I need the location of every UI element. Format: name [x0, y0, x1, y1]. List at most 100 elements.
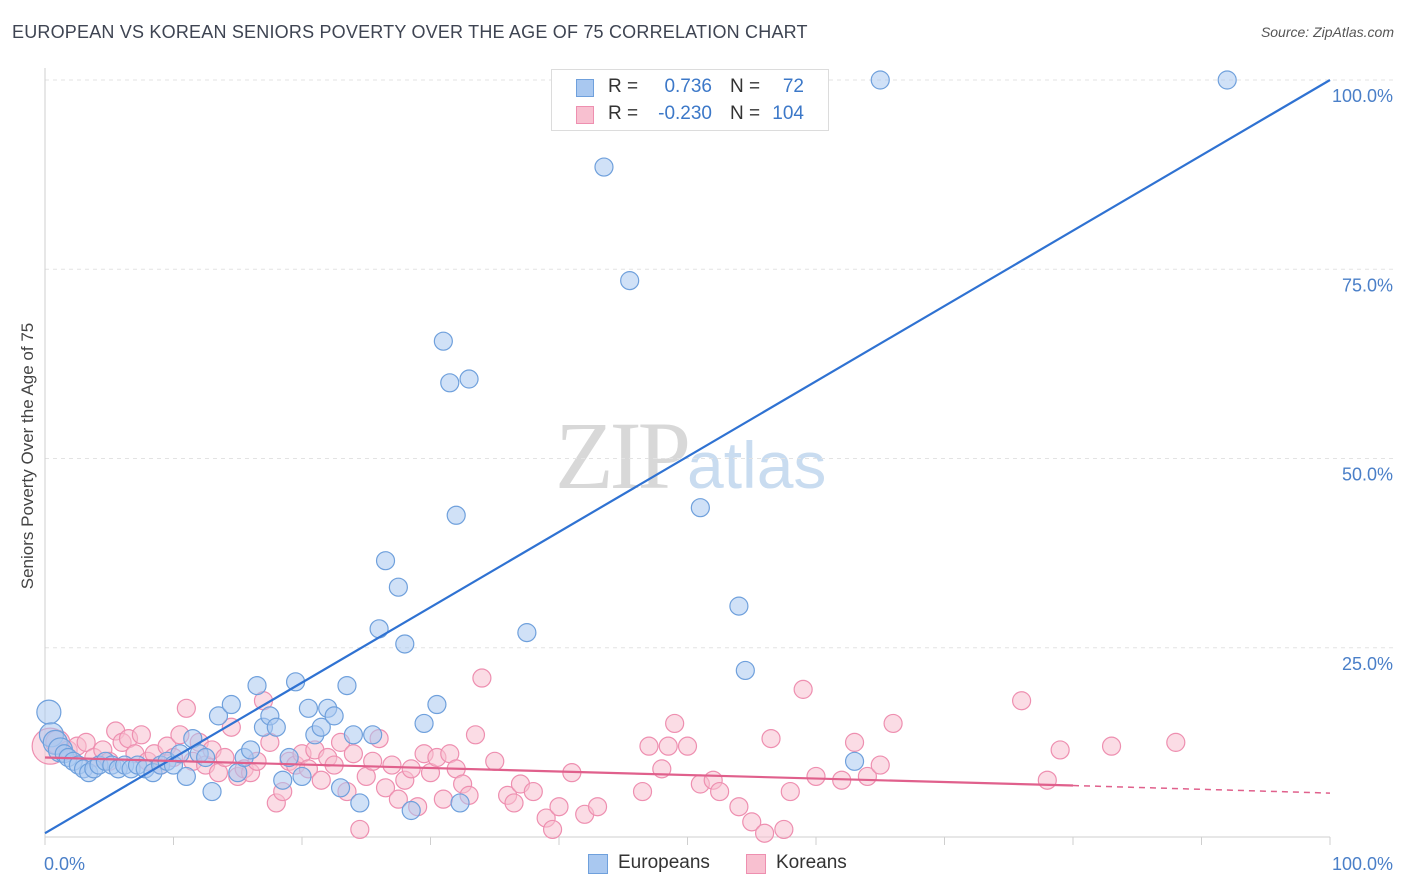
legend-r-value-europeans: 0.736: [664, 76, 712, 97]
korean-point: [542, 819, 563, 840]
korean-point: [382, 755, 402, 775]
korean-point: [870, 755, 890, 775]
korean-point: [1037, 770, 1057, 790]
legend-row-koreans: R = -0.230 N = 104: [552, 101, 828, 128]
korean-point: [465, 725, 486, 745]
korean-point: [710, 781, 730, 802]
european-point: [450, 793, 470, 813]
legend-n-value-koreans: 104: [772, 103, 804, 124]
korean-point: [76, 732, 96, 752]
y-tick-label: 25.0%: [1342, 654, 1393, 674]
korean-point: [780, 781, 800, 802]
european-point: [273, 770, 293, 790]
european-point: [735, 660, 755, 681]
correlation-legend: R = 0.736 N = 72 R = -0.230 N = 104: [551, 69, 829, 131]
european-point: [176, 766, 196, 787]
european-point: [343, 725, 363, 745]
legend-row-europeans: R = 0.736 N = 72: [552, 74, 828, 101]
european-point: [427, 694, 447, 715]
korean-point: [632, 781, 653, 802]
european-point: [844, 751, 865, 771]
y-tick-label: 75.0%: [1342, 275, 1393, 295]
legend-n-value-europeans: 72: [782, 76, 804, 97]
european-point: [401, 800, 421, 821]
european-point: [241, 740, 261, 760]
european-point: [414, 713, 434, 734]
korean-point: [343, 744, 363, 764]
european-point: [446, 505, 466, 525]
european-point: [330, 778, 351, 798]
korean-point: [176, 698, 196, 718]
korean-point: [1166, 732, 1186, 752]
european-point: [1217, 70, 1237, 90]
european-point: [594, 157, 614, 177]
european-point: [517, 623, 537, 643]
european-point: [440, 373, 460, 393]
korean-point: [401, 759, 421, 779]
european-point: [196, 747, 216, 768]
korean-point: [388, 789, 408, 809]
watermark-zip: ZIP: [555, 402, 691, 509]
legend-n-label: N =: [730, 76, 761, 97]
korean-point: [485, 751, 505, 771]
tick-labels: 25.0% 50.0% 75.0% 100.0% 0.0% 100.0%: [44, 86, 1393, 874]
european-point: [369, 619, 389, 639]
korean-point: [504, 793, 524, 813]
european-point: [729, 596, 749, 616]
european-point: [202, 781, 222, 802]
korean-point: [729, 797, 749, 817]
korean-point: [1011, 691, 1032, 711]
european-point: [620, 271, 640, 291]
koreans-trend-extension: [1072, 784, 1331, 794]
korean-point: [311, 770, 331, 790]
x-tick-label: 100.0%: [1332, 854, 1393, 874]
european-point: [208, 706, 229, 726]
european-point: [375, 551, 396, 571]
european-points: [36, 70, 1237, 821]
european-point: [337, 675, 357, 696]
korean-point: [761, 728, 781, 749]
series-legend: Europeans Koreans: [0, 852, 1406, 878]
y-tick-label: 50.0%: [1342, 465, 1393, 485]
korean-point: [844, 732, 865, 752]
trend-lines: [44, 79, 1331, 835]
legend-r-value-koreans: -0.230: [658, 103, 712, 124]
legend-label-koreans: Koreans: [776, 852, 847, 873]
legend-swatch-koreans: [746, 854, 766, 874]
korean-point: [350, 819, 370, 840]
european-point: [221, 694, 241, 715]
korean-point: [221, 717, 241, 737]
korean-point: [472, 668, 492, 688]
korean-point: [883, 713, 903, 734]
european-point: [870, 70, 890, 90]
european-point: [363, 725, 383, 745]
legend-n-label: N =: [730, 103, 761, 124]
korean-point: [433, 789, 453, 809]
korean-point: [742, 812, 762, 832]
korean-point: [639, 736, 659, 756]
legend-r-label: R =: [608, 76, 639, 97]
european-point: [388, 577, 408, 597]
korean-point: [665, 713, 685, 734]
chart-title: EUROPEAN VS KOREAN SENIORS POVERTY OVER …: [12, 22, 808, 42]
european-point: [690, 498, 710, 518]
korean-point: [131, 725, 151, 745]
korean-point: [658, 736, 678, 756]
legend-label-europeans: Europeans: [618, 852, 710, 873]
korean-point: [774, 819, 794, 840]
korean-point: [549, 797, 569, 817]
korean-point: [1101, 736, 1122, 756]
legend-r-label: R =: [608, 103, 639, 124]
european-point: [395, 634, 415, 654]
korean-point: [375, 778, 396, 798]
european-point: [298, 698, 319, 718]
korean-point: [523, 781, 543, 802]
european-point: [279, 747, 299, 768]
x-tick-label: 0.0%: [44, 854, 85, 874]
grid-lines: [45, 79, 1395, 649]
korean-point: [806, 766, 826, 787]
korean-point: [793, 679, 813, 699]
legend-swatch-europeans: [588, 854, 608, 874]
european-point: [292, 766, 312, 787]
